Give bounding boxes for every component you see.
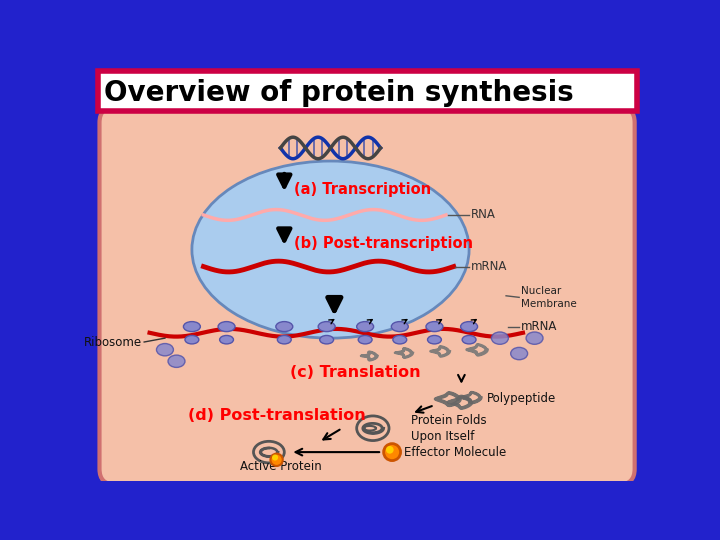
FancyBboxPatch shape [98, 71, 637, 111]
Circle shape [384, 444, 400, 461]
Text: Effector Molecule: Effector Molecule [405, 446, 507, 458]
Ellipse shape [318, 322, 335, 332]
Text: (a) Transcription: (a) Transcription [294, 182, 431, 197]
Text: mRNA: mRNA [471, 260, 507, 273]
Text: Nuclear
Membrane: Nuclear Membrane [521, 286, 577, 308]
Ellipse shape [526, 332, 543, 345]
Text: Protein Folds
Upon Itself: Protein Folds Upon Itself [411, 414, 487, 443]
Text: (c) Translation: (c) Translation [290, 365, 421, 380]
Text: Polypeptide: Polypeptide [487, 393, 556, 406]
Ellipse shape [156, 343, 174, 356]
Ellipse shape [185, 335, 199, 344]
Ellipse shape [168, 355, 185, 367]
Text: Ribosome: Ribosome [84, 335, 142, 348]
Ellipse shape [393, 335, 407, 344]
Text: (d) Post-translation: (d) Post-translation [188, 408, 366, 423]
Text: Active Protein: Active Protein [240, 460, 321, 473]
Ellipse shape [461, 322, 477, 332]
Ellipse shape [184, 322, 200, 332]
Ellipse shape [356, 322, 374, 332]
Ellipse shape [492, 332, 508, 345]
Ellipse shape [392, 322, 408, 332]
Circle shape [386, 446, 394, 454]
Ellipse shape [320, 335, 333, 344]
Ellipse shape [359, 335, 372, 344]
Ellipse shape [462, 335, 476, 344]
Text: Overview of protein synthesis: Overview of protein synthesis [104, 79, 574, 107]
Ellipse shape [218, 322, 235, 332]
Ellipse shape [426, 322, 443, 332]
Ellipse shape [220, 335, 233, 344]
Ellipse shape [277, 335, 291, 344]
Text: mRNA: mRNA [521, 320, 557, 333]
Ellipse shape [276, 322, 293, 332]
Ellipse shape [428, 335, 441, 344]
Ellipse shape [510, 347, 528, 360]
Circle shape [272, 455, 278, 461]
FancyBboxPatch shape [99, 107, 634, 484]
Text: RNA: RNA [471, 208, 495, 221]
Ellipse shape [192, 161, 469, 338]
Circle shape [271, 454, 283, 466]
Text: (b) Post-transcription: (b) Post-transcription [294, 236, 472, 251]
